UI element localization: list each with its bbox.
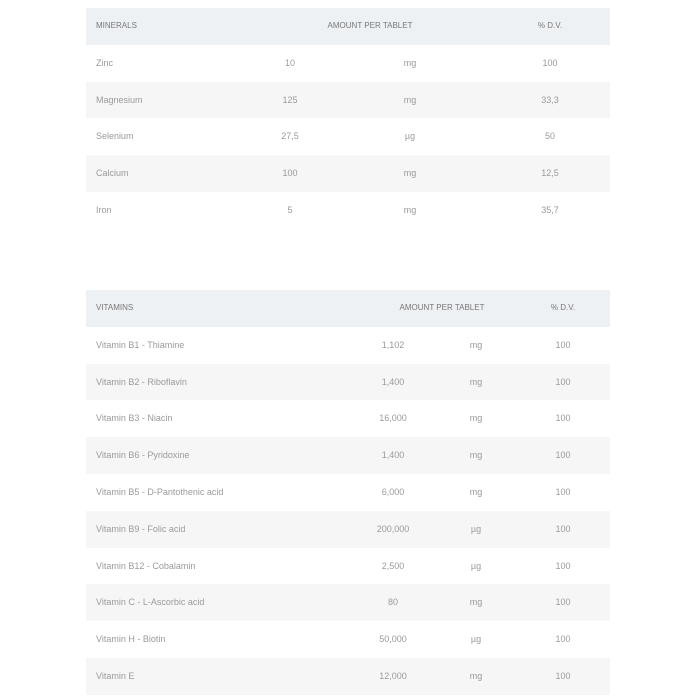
daily-value: 35,7: [541, 204, 559, 215]
amount-value: 12,000: [379, 670, 407, 681]
amount-value: 2,500: [381, 560, 405, 571]
amount-value: 5: [287, 204, 293, 215]
amount-value: 80: [387, 597, 399, 608]
nutrient-name: Vitamin B6 - Pyridoxine: [96, 450, 190, 461]
nutrient-name: Vitamin B12 - Cobalamin: [96, 560, 196, 571]
amount-value: 10: [284, 57, 296, 68]
daily-value: 12,5: [541, 168, 559, 179]
table-row: Vitamin B6 - Pyridoxine 1,400 mg 100: [86, 437, 610, 474]
daily-value: 100: [555, 523, 571, 534]
amount-value: 100: [282, 168, 298, 179]
header-dv: % D.V.: [537, 21, 563, 30]
table-row: Vitamin B2 - Riboflavin 1,400 mg 100: [86, 363, 610, 401]
unit: mg: [403, 57, 417, 68]
table-row: Vitamin B1 - Thiamine 1,102 mg 100: [86, 327, 610, 364]
nutrient-name: Iron: [96, 204, 112, 215]
vitamins-table: Vitamins Amount per tablet % D.V. Vitami…: [86, 290, 610, 695]
table-row: Vitamin E 12,000 mg 100: [86, 657, 610, 695]
daily-value: 100: [555, 486, 571, 497]
daily-value: 100: [555, 339, 571, 350]
nutrient-name: Vitamin B5 - D-Pantothenic acid: [96, 486, 224, 497]
daily-value: 100: [555, 413, 571, 424]
unit: µg: [470, 634, 482, 645]
amount-value: 27,5: [281, 131, 299, 142]
amount-value: 1,102: [381, 339, 405, 350]
amount-value: 16,000: [379, 413, 407, 424]
amount-value: 6,000: [381, 486, 405, 497]
nutrient-name: Vitamin E: [96, 670, 135, 681]
header-minerals: Minerals: [96, 21, 137, 30]
nutrient-name: Vitamin B3 - Niacin: [96, 413, 173, 424]
daily-value: 100: [555, 450, 571, 461]
table-row: Vitamin C - L-Ascorbic acid 80 mg 100: [86, 584, 610, 622]
unit: µg: [470, 523, 482, 534]
header-dv: % D.V.: [550, 303, 576, 312]
daily-value: 100: [555, 670, 571, 681]
table-row: Iron 5 mg 35,7: [86, 192, 610, 229]
table-row: Vitamin B3 - Niacin 16,000 mg 100: [86, 400, 610, 437]
header-amount: Amount per tablet: [327, 21, 413, 30]
nutrient-name: Vitamin H - Biotin: [96, 634, 166, 645]
amount-value: 50,000: [379, 634, 407, 645]
nutrient-name: Zinc: [96, 57, 114, 68]
table-row: Vitamin B12 - Cobalamin 2,500 µg 100: [86, 548, 610, 585]
unit: mg: [403, 94, 417, 105]
nutrient-name: Selenium: [96, 131, 134, 142]
minerals-table-header: Minerals Amount per tablet % D.V.: [86, 8, 610, 45]
unit: mg: [469, 597, 483, 608]
nutrient-name: Calcium: [96, 168, 129, 179]
daily-value: 100: [555, 634, 571, 645]
header-vitamins: Vitamins: [96, 303, 134, 312]
unit: mg: [469, 413, 483, 424]
unit: mg: [403, 204, 417, 215]
nutrient-name: Magnesium: [96, 94, 143, 105]
daily-value: 100: [555, 560, 571, 571]
unit: mg: [403, 168, 417, 179]
unit: mg: [469, 450, 483, 461]
unit: mg: [469, 670, 483, 681]
unit: µg: [470, 560, 482, 571]
amount-value: 200,000: [376, 523, 410, 534]
table-row: Vitamin B5 - D-Pantothenic acid 6,000 mg 10…: [86, 474, 610, 511]
unit: mg: [469, 486, 483, 497]
daily-value: 100: [555, 597, 571, 608]
nutrient-name: Vitamin B2 - Riboflavin: [96, 376, 187, 387]
unit: mg: [469, 376, 483, 387]
amount-value: 1,400: [381, 376, 405, 387]
amount-value: 1,400: [381, 450, 405, 461]
daily-value: 50: [544, 131, 556, 142]
nutrient-name: Vitamin B9 - Folic acid: [96, 523, 186, 534]
table-row: Vitamin H - Biotin 50,000 µg 100: [86, 621, 610, 658]
daily-value: 33,3: [541, 94, 559, 105]
unit: mg: [469, 339, 483, 350]
vitamins-table-header: Vitamins Amount per tablet % D.V.: [86, 290, 610, 327]
table-row: Zinc 10 mg 100: [86, 45, 610, 82]
daily-value: 100: [542, 57, 558, 68]
nutrient-name: Vitamin B1 - Thiamine: [96, 339, 185, 350]
table-row: Vitamin B9 - Folic acid 200,000 µg 100: [86, 510, 610, 548]
daily-value: 100: [555, 376, 571, 387]
table-row: Selenium 27,5 µg 50: [86, 118, 610, 155]
unit: µg: [404, 131, 416, 142]
table-row: Calcium 100 mg 12,5: [86, 155, 610, 192]
amount-value: 125: [282, 94, 298, 105]
nutrient-name: Vitamin C - L-Ascorbic acid: [96, 597, 205, 608]
header-amount: Amount per tablet: [399, 303, 485, 312]
table-row: Magnesium 125 mg 33,3: [86, 81, 610, 119]
minerals-table: Minerals Amount per tablet % D.V. Zinc 10…: [86, 8, 610, 229]
